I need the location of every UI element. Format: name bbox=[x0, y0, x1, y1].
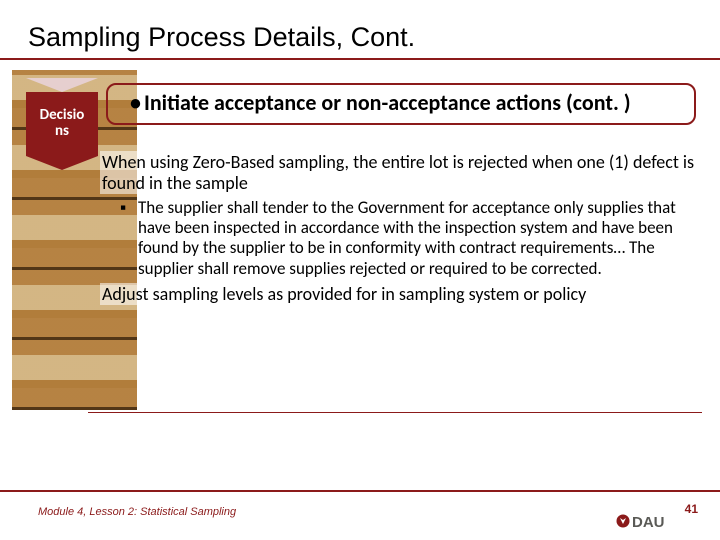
sub-bullet-1: ▪The supplier shall tender to the Govern… bbox=[100, 198, 700, 278]
decisions-tab-label: Decisio ns bbox=[40, 108, 85, 140]
sub-bullet-1-text: The supplier shall tender to the Governm… bbox=[138, 197, 676, 278]
slide: Sampling Process Details, Cont. Decisio … bbox=[0, 0, 720, 540]
body-content: When using Zero-Based sampling, the enti… bbox=[100, 151, 700, 309]
content-divider bbox=[88, 412, 702, 413]
decisions-tab: Decisio ns bbox=[26, 92, 98, 156]
title-divider bbox=[0, 58, 720, 60]
paragraph-1: When using Zero-Based sampling, the enti… bbox=[100, 151, 700, 194]
slide-title: Sampling Process Details, Cont. bbox=[28, 22, 415, 53]
heading-bullet: •Initiate acceptance or non-acceptance a… bbox=[130, 91, 680, 115]
paragraph-2: Adjust sampling levels as provided for i… bbox=[100, 283, 700, 306]
bullet-marker: • bbox=[130, 91, 144, 115]
svg-text:DAU: DAU bbox=[632, 514, 665, 531]
footer-module-text: Module 4, Lesson 2: Statistical Sampling bbox=[38, 506, 236, 518]
heading-text: Initiate acceptance or non-acceptance ac… bbox=[144, 89, 631, 116]
footer-divider bbox=[0, 490, 720, 492]
dau-logo: DAU bbox=[616, 510, 672, 532]
page-number: 41 bbox=[685, 502, 698, 516]
square-bullet-icon: ▪ bbox=[120, 198, 138, 218]
heading-callout: •Initiate acceptance or non-acceptance a… bbox=[106, 83, 696, 125]
